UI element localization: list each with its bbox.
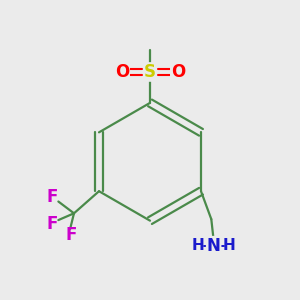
Text: O: O (115, 63, 129, 81)
Text: N: N (207, 237, 220, 255)
Text: F: F (46, 214, 58, 232)
Text: O: O (171, 63, 185, 81)
Text: F: F (46, 188, 58, 206)
Text: H: H (192, 238, 205, 253)
Text: F: F (65, 226, 77, 244)
Text: H: H (223, 238, 235, 253)
Text: S: S (144, 63, 156, 81)
